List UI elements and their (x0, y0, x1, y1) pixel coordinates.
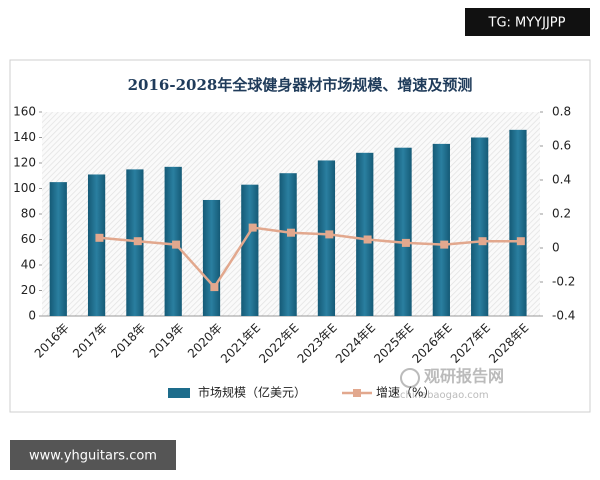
line-marker (95, 233, 104, 242)
bar (49, 182, 67, 316)
bar (279, 173, 297, 316)
line-marker (363, 235, 372, 244)
y2-tick-label: 0 (552, 241, 560, 255)
bar (509, 129, 527, 316)
line-marker (401, 238, 410, 247)
y2-tick-label: 0.8 (552, 105, 571, 119)
line-marker (248, 223, 257, 232)
y2-tick-label: 0.6 (552, 139, 571, 153)
line-marker (516, 237, 525, 246)
line-marker (478, 237, 487, 246)
logo-icon (400, 368, 420, 388)
line-marker (325, 230, 334, 239)
bar (356, 152, 374, 316)
bottom-tag: www.yhguitars.com (29, 449, 157, 464)
legend-label: 市场规模（亿美元） (198, 385, 306, 400)
logo-url: chinabaogao.com (400, 390, 489, 401)
logo-name: 观研报告网 (424, 367, 504, 386)
top-tag-box (465, 8, 590, 36)
line-marker (210, 283, 219, 292)
y-tick-label: 160 (13, 105, 36, 119)
y-tick-label: 0 (28, 309, 36, 323)
top-tag: TG: MYYJJPP (488, 16, 566, 31)
legend-label: 增速（%） (376, 386, 435, 400)
y-tick-label: 40 (21, 258, 36, 272)
bar (471, 137, 489, 316)
line-marker (440, 240, 449, 249)
y-tick-label: 80 (21, 207, 36, 221)
bottom-tag-box (10, 440, 176, 470)
bar (394, 147, 412, 316)
y-tick-label: 120 (13, 156, 36, 170)
y2-tick-label: -0.2 (552, 275, 575, 289)
line-marker (172, 240, 181, 249)
bar (87, 174, 106, 316)
legend-swatch (353, 389, 361, 397)
y2-tick-label: 0.2 (552, 207, 571, 221)
bar (202, 199, 221, 316)
chart-title: 2016-2028年全球健身器材市场规模、增速及预测 (128, 76, 473, 94)
y-tick-label: 60 (21, 232, 36, 246)
legend-swatch (168, 388, 190, 398)
line-marker (133, 237, 142, 246)
y-tick-label: 140 (13, 130, 36, 144)
line-marker (287, 228, 295, 237)
y2-tick-label: -0.4 (552, 309, 575, 323)
line (99, 226, 521, 290)
bar (432, 143, 450, 316)
bar (241, 184, 259, 316)
y-tick-label: 20 (21, 283, 36, 297)
y2-tick-label: 0.4 (552, 173, 571, 187)
y-tick-label: 100 (13, 181, 36, 195)
